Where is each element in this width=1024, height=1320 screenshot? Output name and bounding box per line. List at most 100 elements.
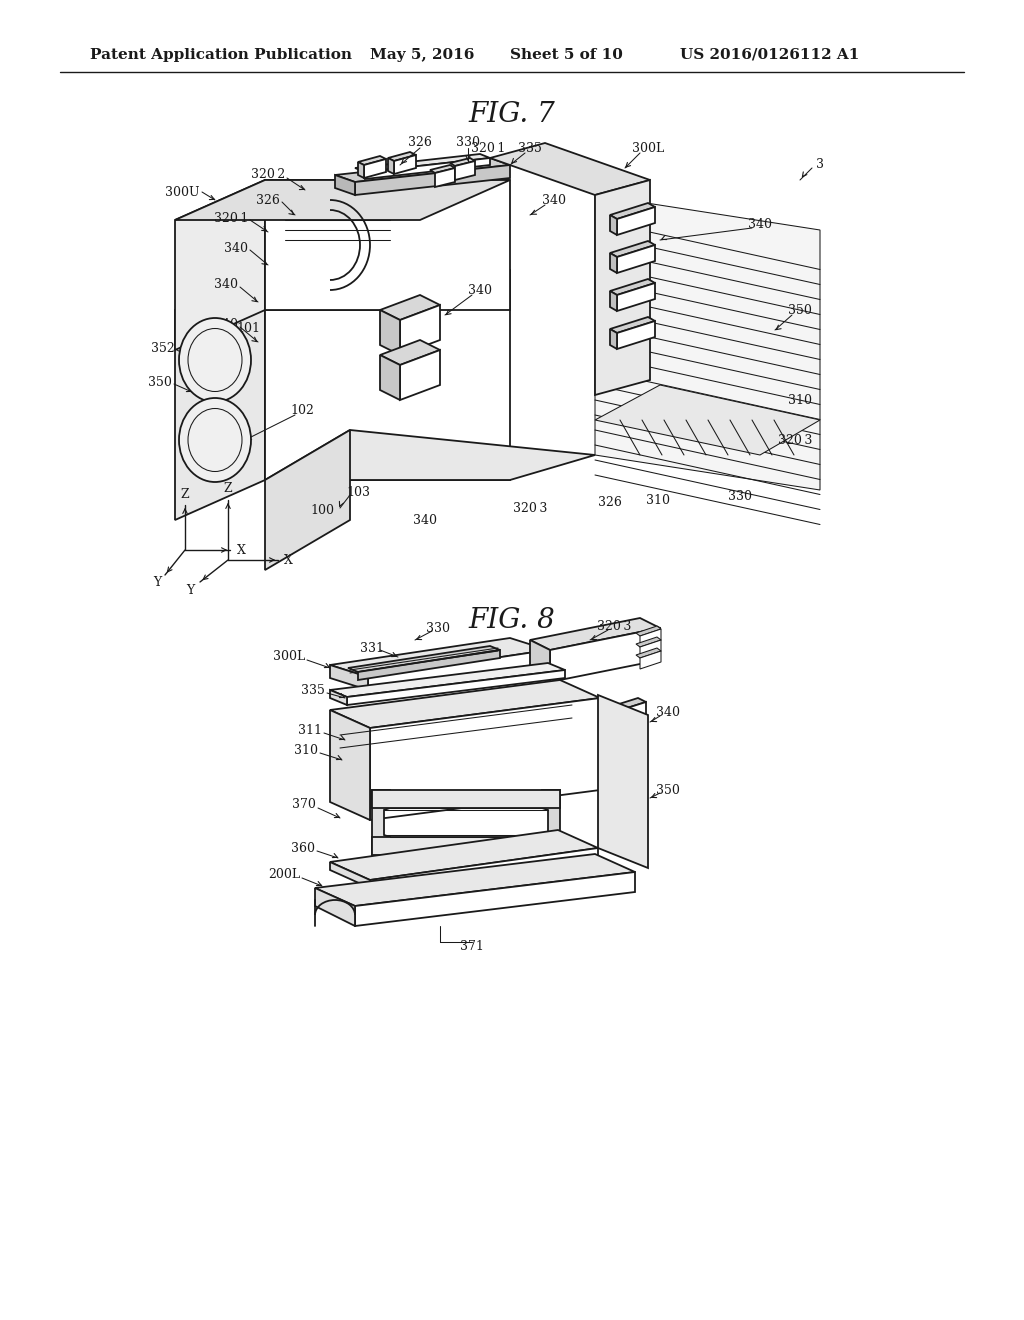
Text: FIG. 7: FIG. 7 [469,102,555,128]
Polygon shape [175,180,510,220]
Text: Y: Y [186,583,195,597]
Text: 340: 340 [413,513,437,527]
Polygon shape [455,161,475,180]
Polygon shape [550,628,660,682]
Polygon shape [355,154,490,172]
Polygon shape [265,430,350,570]
Polygon shape [388,158,394,174]
Text: May 5, 2016: May 5, 2016 [370,48,474,62]
Polygon shape [348,645,500,672]
Text: 326: 326 [408,136,432,149]
Text: 310: 310 [294,743,318,756]
Polygon shape [364,158,386,178]
Polygon shape [610,242,655,257]
Polygon shape [617,282,655,312]
Text: 340: 340 [214,279,238,292]
Polygon shape [372,837,560,855]
Polygon shape [175,271,510,310]
Ellipse shape [179,318,251,403]
Text: 200L: 200L [268,869,300,882]
Polygon shape [330,663,565,697]
Polygon shape [608,729,646,758]
Text: FIG. 8: FIG. 8 [469,606,555,634]
Polygon shape [610,290,617,312]
Polygon shape [330,690,347,705]
Polygon shape [330,862,370,888]
Polygon shape [610,203,655,219]
Polygon shape [315,888,355,927]
Polygon shape [370,698,600,820]
Text: 340: 340 [748,219,772,231]
Text: 335: 335 [301,684,325,697]
Polygon shape [330,710,370,820]
Text: X: X [237,544,246,557]
Polygon shape [380,310,400,355]
Text: 102: 102 [290,404,314,417]
Text: 320 1: 320 1 [214,211,248,224]
Text: 340: 340 [656,705,680,718]
Polygon shape [370,847,598,888]
Polygon shape [450,158,475,166]
Polygon shape [394,154,416,174]
Polygon shape [595,195,820,490]
Polygon shape [355,873,635,927]
Polygon shape [640,651,662,669]
Polygon shape [400,305,440,355]
Polygon shape [175,271,265,520]
Text: 326: 326 [598,495,622,508]
Polygon shape [430,165,455,173]
Text: 350: 350 [656,784,680,796]
Polygon shape [265,430,595,480]
Polygon shape [542,789,560,855]
Text: 300L: 300L [632,141,665,154]
Polygon shape [372,789,390,855]
Text: Sheet 5 of 10: Sheet 5 of 10 [510,48,623,62]
Text: Z: Z [180,487,189,500]
Text: 340: 340 [542,194,566,206]
Polygon shape [600,762,608,784]
Text: 371: 371 [460,940,484,953]
Polygon shape [617,207,655,235]
Polygon shape [265,271,510,480]
Polygon shape [610,317,655,333]
Polygon shape [347,671,565,705]
Text: 310: 310 [788,393,812,407]
Text: 300L: 300L [272,651,305,664]
Text: 326: 326 [256,194,280,206]
Polygon shape [600,710,608,733]
Polygon shape [380,355,400,400]
Text: 100: 100 [310,503,334,516]
Text: 330: 330 [728,490,752,503]
Polygon shape [330,638,548,677]
Polygon shape [617,321,655,348]
Polygon shape [400,350,440,400]
Polygon shape [530,618,660,649]
Polygon shape [330,665,368,690]
Polygon shape [380,341,440,366]
Polygon shape [610,329,617,348]
Polygon shape [640,640,662,657]
Text: Z: Z [223,482,232,495]
Polygon shape [388,152,416,161]
Text: 335: 335 [518,141,542,154]
Text: 350: 350 [788,304,812,317]
Polygon shape [365,158,490,180]
Polygon shape [315,854,635,906]
Text: Y: Y [153,577,161,590]
Polygon shape [530,640,550,682]
Polygon shape [617,246,655,273]
Text: 320 3: 320 3 [778,433,812,446]
Text: 310: 310 [646,494,670,507]
Text: X: X [284,553,293,566]
Polygon shape [335,158,510,182]
Polygon shape [330,680,600,729]
Polygon shape [380,294,440,319]
Text: 330: 330 [456,136,480,149]
Polygon shape [175,180,265,350]
Polygon shape [330,830,598,880]
Polygon shape [640,630,662,647]
Text: Patent Application Publication: Patent Application Publication [90,48,352,62]
Text: 300U: 300U [166,186,200,198]
Polygon shape [608,702,646,733]
Text: 101: 101 [236,322,260,334]
